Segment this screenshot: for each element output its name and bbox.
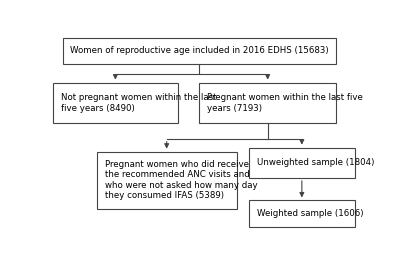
- Text: Pregnant women within the last five
years (7193): Pregnant women within the last five year…: [207, 93, 363, 112]
- FancyBboxPatch shape: [249, 200, 355, 227]
- FancyBboxPatch shape: [53, 82, 178, 123]
- FancyBboxPatch shape: [199, 82, 336, 123]
- Text: Weighted sample (1606): Weighted sample (1606): [257, 209, 363, 218]
- FancyBboxPatch shape: [63, 38, 336, 64]
- Text: Not pregnant women within the last
five years (8490): Not pregnant women within the last five …: [61, 93, 217, 112]
- Text: Unweighted sample (1804): Unweighted sample (1804): [257, 158, 374, 167]
- FancyBboxPatch shape: [97, 152, 237, 209]
- Text: Women of reproductive age included in 2016 EDHS (15683): Women of reproductive age included in 20…: [70, 46, 329, 55]
- Text: Pregnant women who did receive
the recommended ANC visits and
who were not asked: Pregnant women who did receive the recom…: [105, 160, 257, 200]
- FancyBboxPatch shape: [249, 148, 355, 178]
